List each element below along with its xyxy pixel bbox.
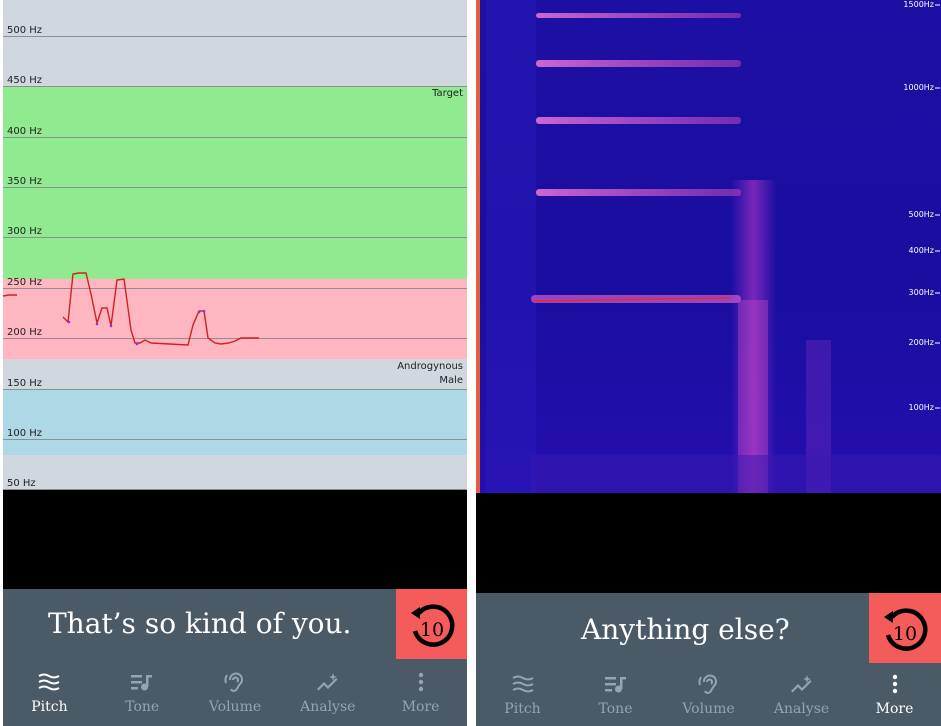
freq-label: 500Hz: [908, 210, 934, 219]
nav-label: Tone: [598, 700, 633, 717]
target-band: [3, 86, 467, 279]
gridline: [3, 338, 467, 339]
nav-pitch[interactable]: Pitch: [476, 663, 569, 726]
pitch-trace: [3, 272, 259, 346]
more-vertical-icon: [418, 671, 424, 693]
music-list-icon: [131, 671, 153, 693]
empty-area: [476, 493, 941, 593]
hz-label: 500 Hz: [7, 25, 43, 36]
replay-button[interactable]: 10: [396, 589, 467, 659]
freq-label: 1500Hz: [903, 0, 934, 9]
nav-more[interactable]: More: [848, 663, 941, 726]
replay-count: 10: [893, 623, 917, 645]
spectrogram-screen: 1500Hz 1000Hz 500Hz 400Hz 300Hz 200Hz 10…: [476, 0, 941, 726]
nav-volume[interactable]: Volume: [189, 659, 282, 726]
bottom-nav: Pitch Tone Volume Analyse More: [3, 659, 467, 726]
ear-icon: [698, 673, 720, 695]
replay-icon: 10: [884, 608, 928, 651]
prompt-text: That’s so kind of you.: [48, 607, 352, 640]
gridline: [3, 288, 467, 289]
gridline: [3, 36, 467, 37]
empty-area: [3, 490, 467, 589]
freq-label: 1000Hz: [903, 83, 934, 92]
prompt-text: Anything else?: [581, 613, 790, 646]
hz-label: 150 Hz: [7, 378, 43, 389]
gridline: [3, 237, 467, 238]
freq-label: 200Hz: [908, 338, 934, 347]
nav-label: Volume: [208, 698, 262, 715]
pitch-screen: 500 Hz 450 Hz 400 Hz 350 Hz 300 Hz 250 H…: [3, 0, 467, 726]
nav-volume[interactable]: Volume: [662, 663, 755, 726]
androgynous-band: [3, 359, 467, 389]
spectrogram-image: [476, 0, 941, 493]
replay-icon: 10: [410, 604, 454, 647]
nav-label: Tone: [125, 698, 160, 715]
female-band: [3, 279, 467, 359]
nav-label: Analyse: [773, 700, 830, 717]
nav-analyse[interactable]: Analyse: [281, 659, 374, 726]
more-vertical-icon: [892, 673, 898, 695]
nav-label: Pitch: [504, 700, 541, 717]
bottom-nav: Pitch Tone Volume Analyse More: [476, 663, 941, 726]
gridline: [3, 86, 467, 87]
androgynous-label: Androgynous: [397, 361, 463, 372]
hz-label: 450 Hz: [7, 75, 43, 86]
freq-label: 400Hz: [908, 246, 934, 255]
gridline: [3, 187, 467, 188]
hz-label: 200 Hz: [7, 327, 43, 338]
nav-label: Pitch: [31, 698, 68, 715]
spectrogram: 1500Hz 1000Hz 500Hz 400Hz 300Hz 200Hz 10…: [476, 0, 941, 493]
pitch-graph: 500 Hz 450 Hz 400 Hz 350 Hz 300 Hz 250 H…: [3, 0, 467, 490]
male-band: [3, 389, 467, 455]
hz-label: 250 Hz: [7, 277, 43, 288]
sparkle-chart-icon: [316, 671, 340, 693]
freq-label: 100Hz: [908, 403, 934, 412]
nav-analyse[interactable]: Analyse: [755, 663, 848, 726]
hz-label: 50 Hz: [7, 478, 36, 489]
male-label: Male: [439, 375, 463, 386]
waves-icon: [38, 671, 60, 693]
replay-button[interactable]: 10: [869, 593, 941, 663]
prompt-bar: Anything else? 10: [476, 593, 941, 663]
gridline: [3, 137, 467, 138]
nav-tone[interactable]: Tone: [96, 659, 189, 726]
hz-label: 300 Hz: [7, 226, 43, 237]
freq-label: 300Hz: [908, 288, 934, 297]
replay-count: 10: [419, 619, 443, 641]
nav-label: Volume: [682, 700, 735, 717]
gridline: [3, 489, 467, 490]
prompt-bar: That’s so kind of you. 10: [3, 589, 467, 659]
nav-label: Analyse: [300, 698, 356, 715]
nav-pitch[interactable]: Pitch: [3, 659, 96, 726]
gridline: [3, 439, 467, 440]
ear-icon: [224, 671, 246, 693]
gridline: [3, 389, 467, 390]
nav-more[interactable]: More: [374, 659, 467, 726]
sparkle-chart-icon: [790, 673, 814, 695]
nav-tone[interactable]: Tone: [569, 663, 662, 726]
music-list-icon: [604, 673, 627, 695]
hz-label: 400 Hz: [7, 126, 43, 137]
nav-label: More: [875, 700, 914, 717]
waves-icon: [511, 673, 534, 695]
target-label: Target: [432, 88, 463, 99]
nav-label: More: [401, 698, 440, 715]
hz-label: 100 Hz: [7, 428, 43, 439]
hz-label: 350 Hz: [7, 176, 43, 187]
